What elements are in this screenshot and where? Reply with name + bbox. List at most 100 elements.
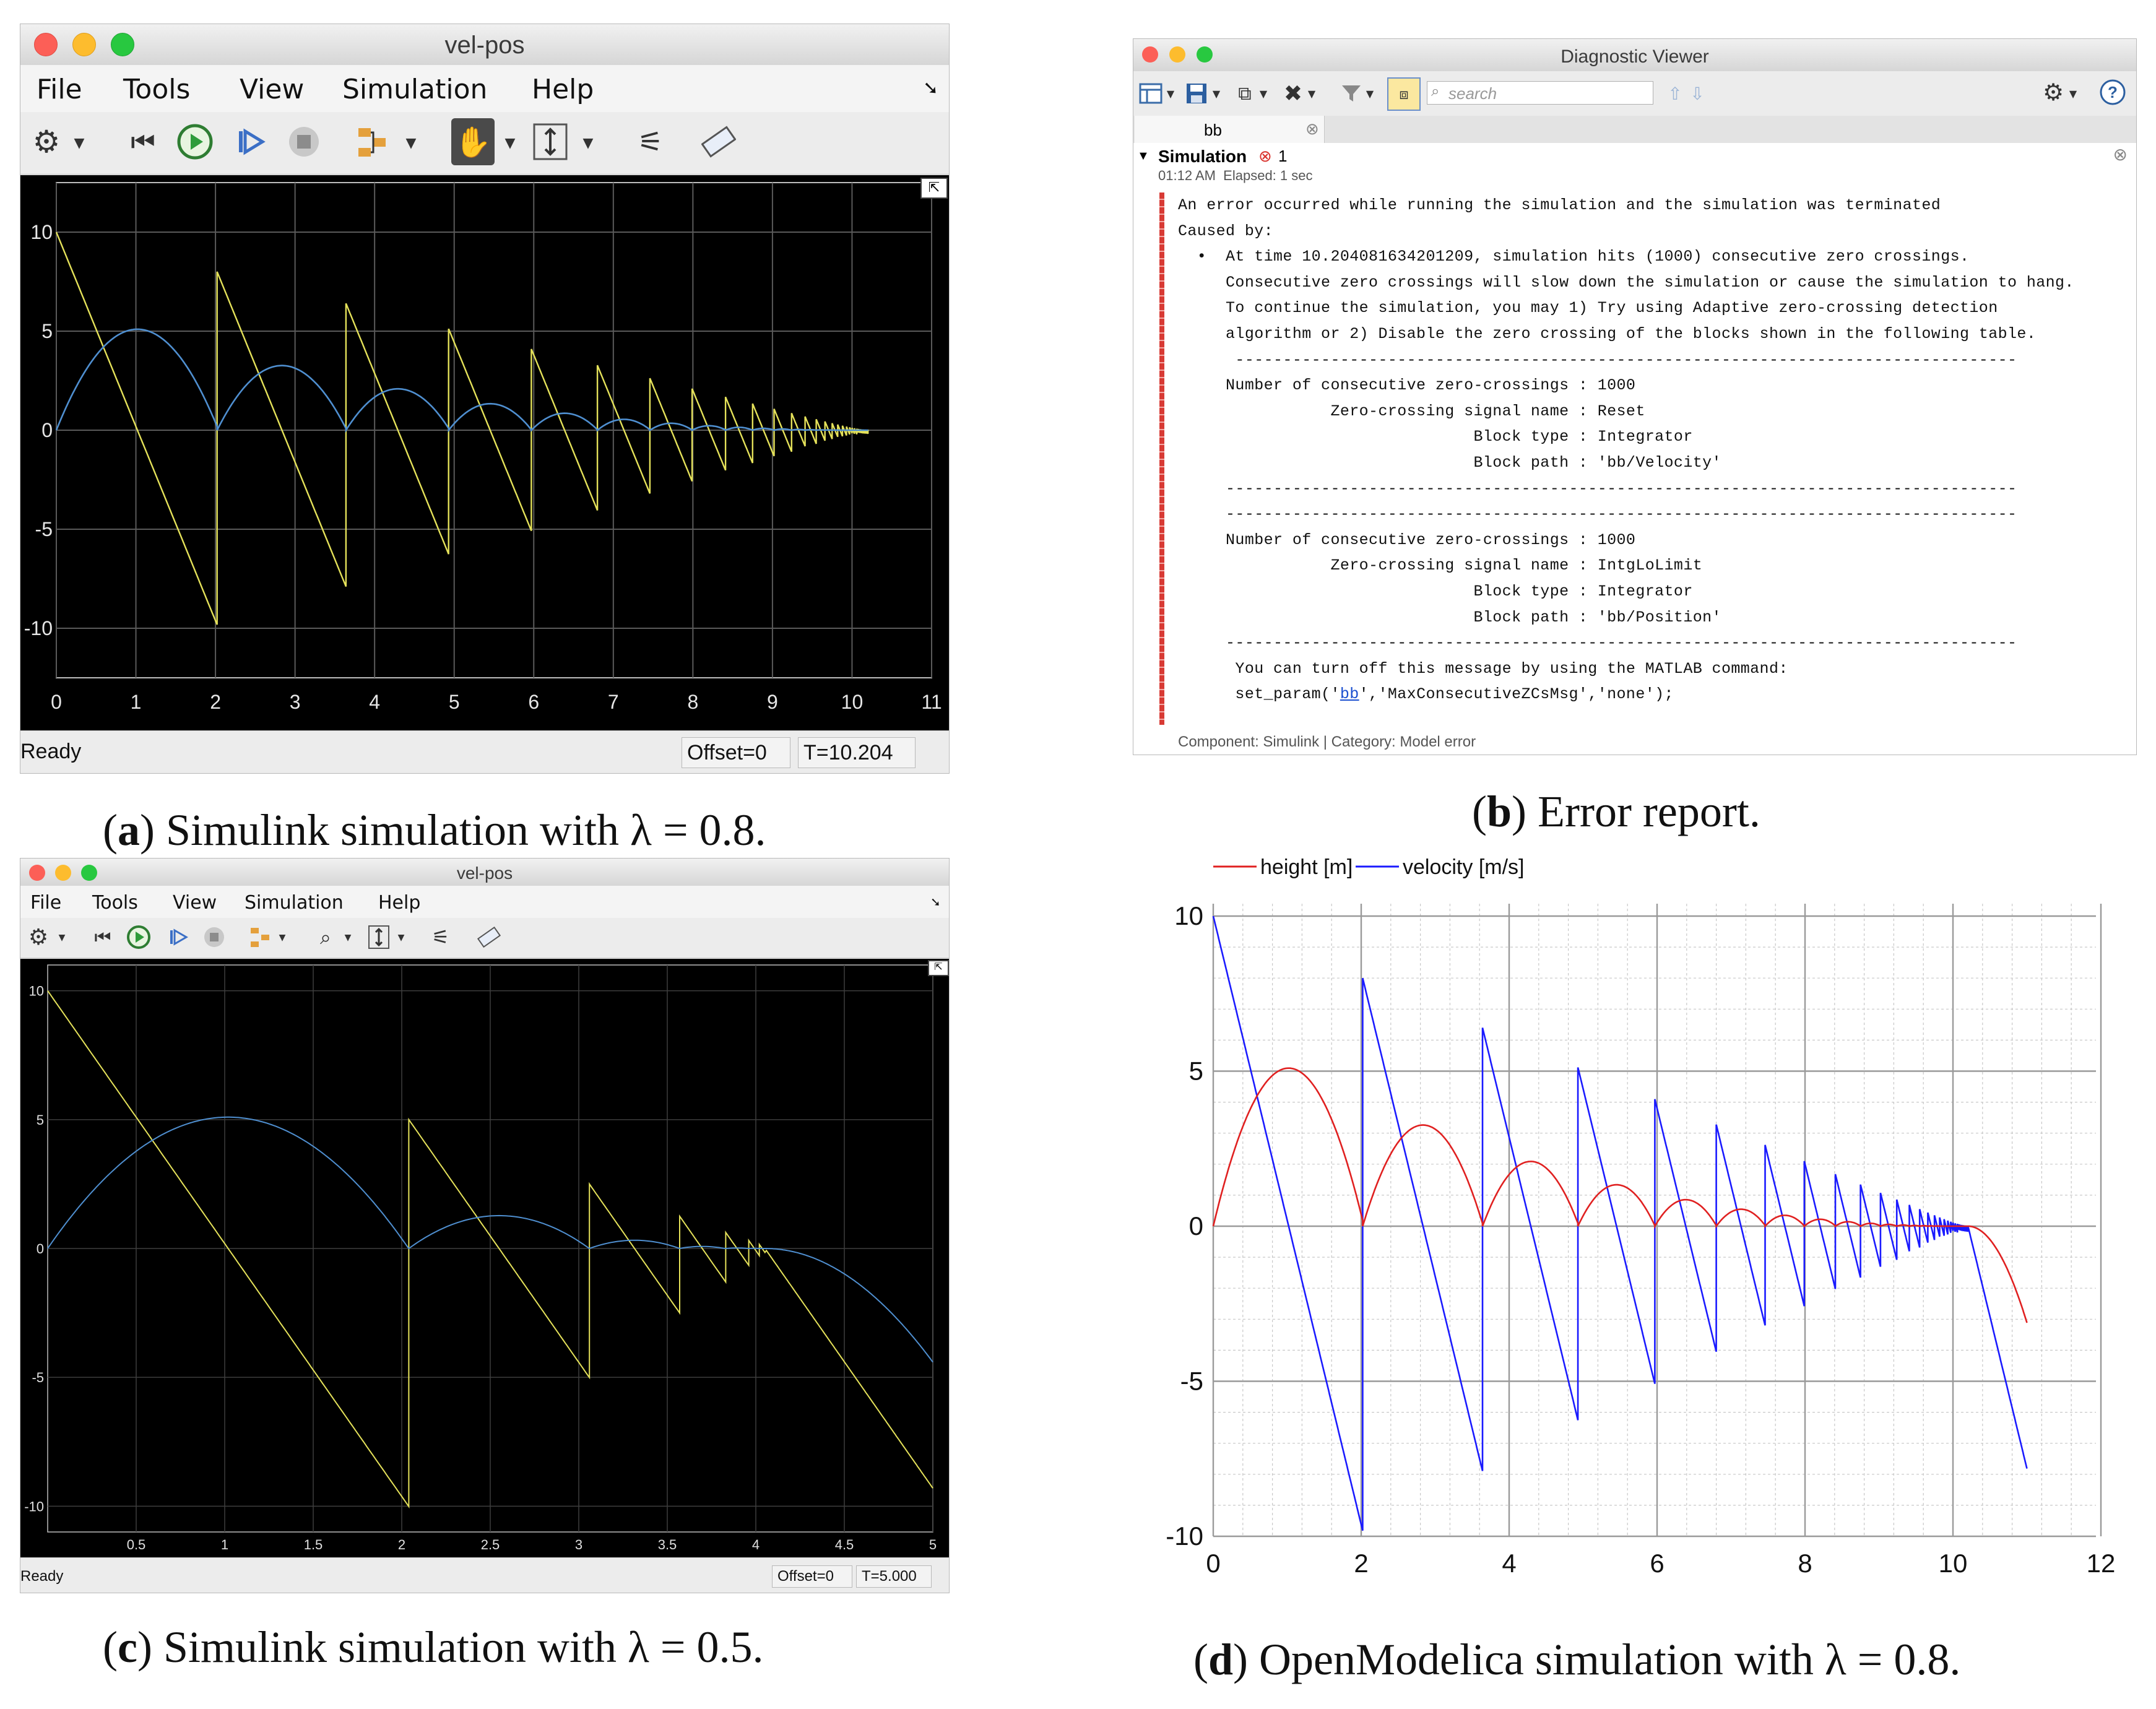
chevron-down-icon[interactable]: ▼: [1366, 87, 1374, 100]
signal-selector-icon[interactable]: [247, 924, 273, 950]
chevron-down-icon[interactable]: ▼: [405, 135, 417, 151]
chevron-down-icon[interactable]: ▼: [344, 933, 352, 943]
chevron-down-icon[interactable]: ▼: [1259, 87, 1268, 100]
pan-hand-icon[interactable]: ✋: [451, 118, 495, 165]
collapse-triangle-icon[interactable]: ▼: [1137, 149, 1149, 163]
x-tick-label: 3.5: [658, 1537, 677, 1552]
x-tick-label: 4: [752, 1537, 760, 1552]
help-icon[interactable]: ?: [2098, 77, 2128, 107]
error-message-line: Number of consecutive zero-crossings : 1…: [1178, 376, 1636, 395]
expand-icon[interactable]: ⇱: [920, 178, 948, 199]
gear-icon[interactable]: ⚙: [32, 124, 61, 160]
menu-file[interactable]: File: [30, 892, 62, 914]
chevron-down-icon[interactable]: ▼: [1212, 87, 1221, 100]
y-tick-label: 5: [41, 320, 53, 342]
scope-window-c: vel-pos File Tools View Simulation Help …: [20, 858, 950, 1593]
error-message-line: Block path : 'bb/Velocity': [1178, 454, 1721, 472]
chevron-down-icon[interactable]: ▼: [582, 135, 594, 151]
zoom-button[interactable]: [1197, 46, 1213, 63]
gear-icon[interactable]: ⚙: [28, 924, 49, 950]
close-icon[interactable]: ⊗: [1305, 119, 1319, 138]
step-forward-icon[interactable]: [232, 123, 269, 160]
filter-icon[interactable]: [1338, 80, 1365, 107]
minimize-button[interactable]: [55, 865, 71, 881]
scope-window-a: vel-pos File Tools View Simulation Help …: [20, 24, 950, 774]
menu-view[interactable]: View: [240, 74, 305, 105]
stop-icon[interactable]: [201, 924, 227, 950]
menu-tools[interactable]: Tools: [123, 74, 191, 105]
chevron-down-icon[interactable]: ▼: [2069, 87, 2077, 100]
menu-tools[interactable]: Tools: [92, 892, 138, 914]
measure-icon[interactable]: [700, 123, 737, 160]
stop-icon[interactable]: [285, 123, 323, 160]
undock-arrow-icon[interactable]: ➘: [930, 894, 941, 909]
signal-selector-icon[interactable]: [353, 123, 391, 160]
chevron-down-icon[interactable]: ▼: [397, 933, 405, 943]
measure-icon[interactable]: [476, 924, 502, 950]
undock-arrow-icon[interactable]: ➘: [923, 77, 939, 99]
status-bar: Ready Offset=0 T=5.000: [20, 1557, 949, 1593]
chevron-down-icon[interactable]: ▼: [1307, 87, 1316, 100]
menu-help[interactable]: Help: [532, 74, 594, 105]
minimize-button[interactable]: [72, 33, 96, 56]
x-tick-label: 5: [929, 1537, 937, 1552]
y-tick-label: 0: [37, 1241, 44, 1257]
search-box[interactable]: ⌕ search: [1427, 81, 1653, 105]
velocity-series-line: [47, 990, 933, 1509]
x-tick-label: 12: [2087, 1549, 2116, 1578]
dismiss-icon[interactable]: ⊗: [2113, 145, 2128, 164]
scope-plot-area[interactable]: 0 1 2 3 4 5 6 7 8 9 10 11 -10 -5 0 5 10 ⇱: [20, 175, 949, 731]
y-tick-label: 5: [37, 1112, 44, 1128]
chevron-down-icon[interactable]: ▼: [58, 933, 66, 943]
fit-to-view-icon[interactable]: [530, 121, 570, 163]
menu-help[interactable]: Help: [378, 892, 421, 914]
group-icon[interactable]: ⧈: [1387, 77, 1421, 111]
error-message-line: Caused by:: [1178, 222, 1274, 240]
trigger-icon[interactable]: ⚟: [638, 125, 664, 158]
menu-simulation[interactable]: Simulation: [245, 892, 344, 914]
menu-simulation[interactable]: Simulation: [342, 74, 488, 105]
chevron-down-icon[interactable]: ▼: [279, 933, 286, 943]
menu-view[interactable]: View: [173, 892, 217, 914]
error-message-line: algorithm or 2) Disable the zero crossin…: [1178, 325, 2037, 343]
x-tick-label: 4.5: [835, 1537, 854, 1552]
expand-icon[interactable]: ⇱: [928, 960, 949, 976]
view-options-icon[interactable]: [1137, 80, 1164, 107]
step-forward-icon[interactable]: [165, 924, 191, 950]
minimize-button[interactable]: [1169, 46, 1185, 63]
fit-to-view-icon[interactable]: [366, 923, 392, 951]
x-tick-label: 9: [767, 691, 778, 713]
trigger-icon[interactable]: ⚟: [431, 925, 450, 949]
zoom-button[interactable]: [111, 33, 134, 56]
run-icon[interactable]: [176, 123, 214, 160]
arrow-up-icon[interactable]: ⇧: [1668, 83, 1682, 104]
status-bar: Ready Offset=0 T=10.204: [20, 730, 949, 773]
chevron-down-icon[interactable]: ▼: [504, 135, 516, 151]
error-message-line: Zero-crossing signal name : IntgLoLimit: [1178, 556, 1703, 575]
close-button[interactable]: [29, 865, 45, 881]
step-back-icon[interactable]: ⏮: [131, 126, 155, 158]
zoom-icon[interactable]: ⌕: [320, 925, 331, 949]
clear-icon[interactable]: ✖: [1283, 80, 1303, 106]
gear-icon[interactable]: ⚙: [2042, 79, 2064, 106]
chevron-down-icon[interactable]: ▼: [1166, 87, 1175, 100]
menu-file[interactable]: File: [37, 74, 82, 105]
x-tick-label: 1.5: [304, 1537, 323, 1552]
save-icon[interactable]: [1183, 80, 1210, 107]
chevron-down-icon[interactable]: ▼: [74, 135, 85, 151]
run-icon[interactable]: [126, 924, 152, 950]
tab-bb[interactable]: bb ⊗: [1135, 116, 1325, 143]
window-title: Diagnostic Viewer: [1561, 46, 1709, 67]
model-link[interactable]: bb: [1340, 685, 1359, 704]
step-back-icon[interactable]: ⏮: [94, 926, 111, 948]
search-placeholder: search: [1448, 84, 1497, 103]
arrow-down-icon[interactable]: ⇩: [1690, 83, 1705, 104]
error-message-line: ----------------------------------------…: [1178, 479, 2017, 498]
y-tick-label: -10: [24, 617, 53, 639]
zoom-button[interactable]: [81, 865, 97, 881]
scope-plot-area[interactable]: 0.5 1 1.5 2 2.5 3 3.5 4 4.5 5 -10 -5 0 5 10 ⇱: [20, 959, 949, 1558]
close-button[interactable]: [1142, 46, 1158, 63]
copy-icon[interactable]: ⧉: [1238, 82, 1252, 105]
x-tick-label: 6: [1650, 1549, 1664, 1578]
close-button[interactable]: [34, 33, 58, 56]
